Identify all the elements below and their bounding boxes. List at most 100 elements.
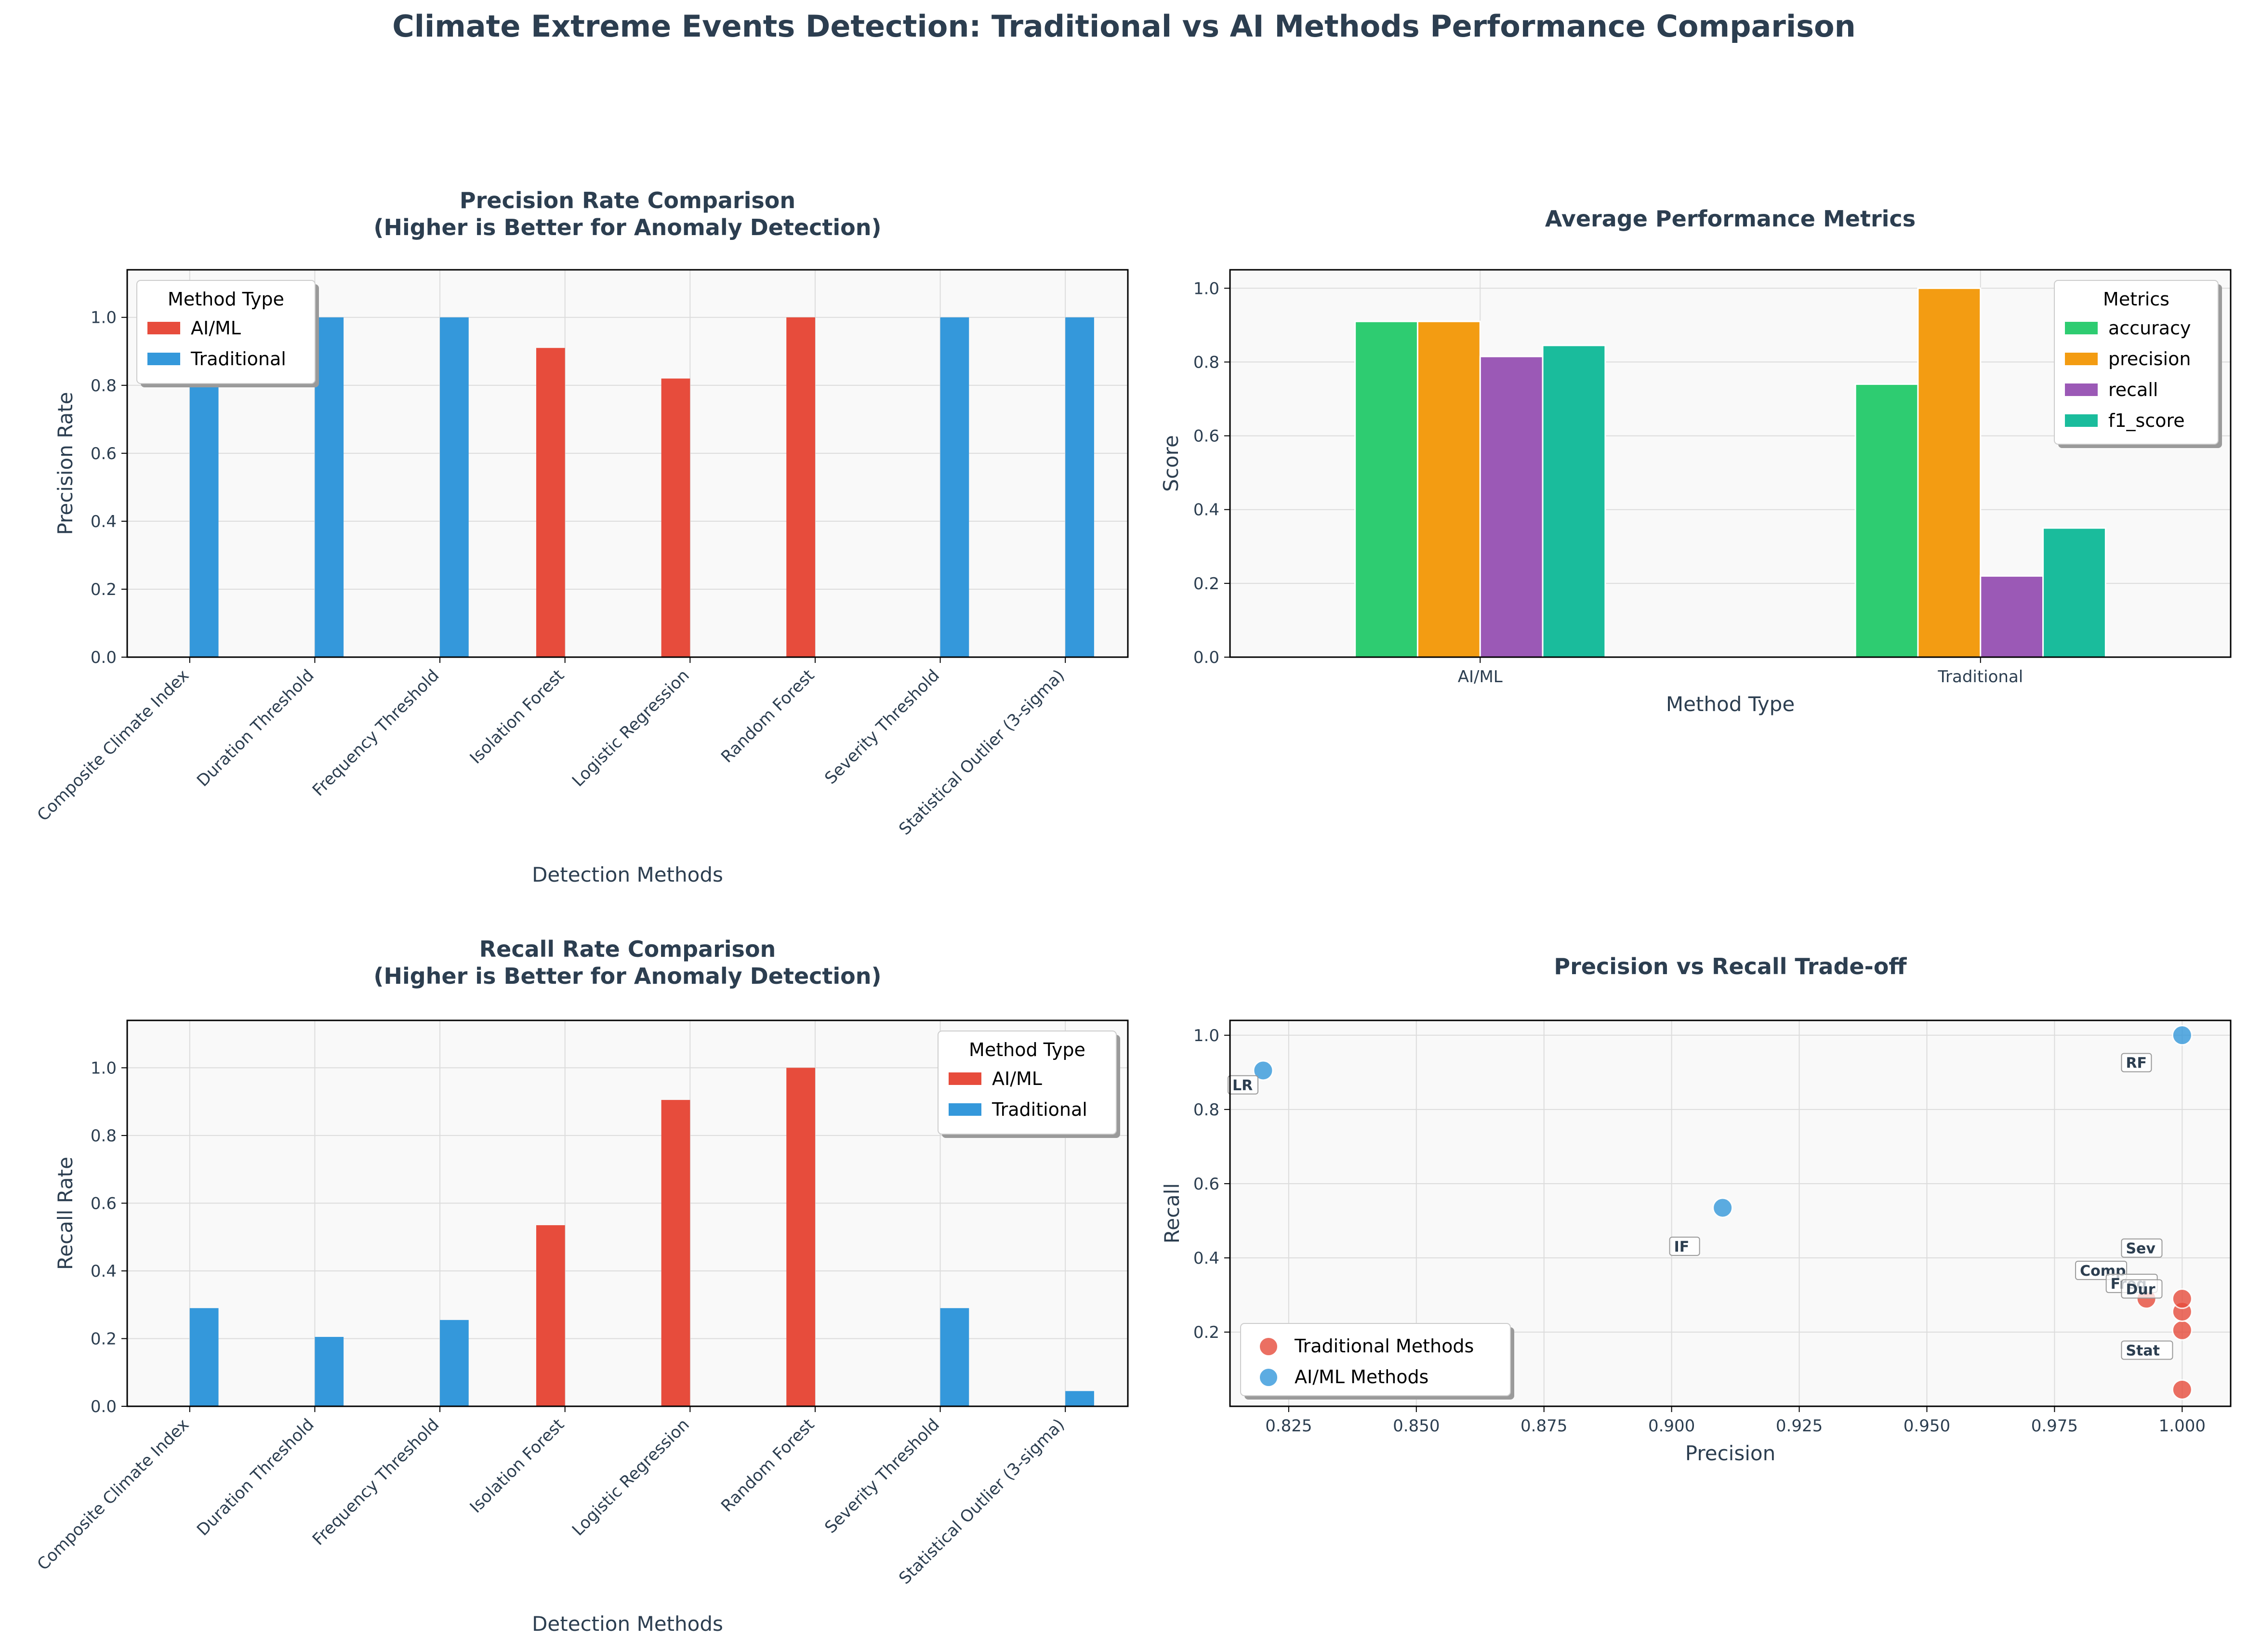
y-tick-label: 0.4 [1193, 501, 1219, 520]
legend-swatch-ai-ml [949, 1072, 981, 1085]
legend-label-traditional: Traditional [190, 348, 286, 370]
legend-label-traditional-methods: Traditional Methods [1294, 1335, 1474, 1357]
annotation-label: Dur [2126, 1281, 2155, 1298]
y-tick-label: 0.2 [91, 580, 117, 599]
annotation-box [1228, 1075, 1258, 1095]
annotation-sev: Sev [2121, 1238, 2163, 1258]
y-tick-label: 0.6 [91, 1194, 117, 1213]
x-tick-label: 0.900 [1648, 1416, 1695, 1436]
x-axis-label: Precision [1685, 1441, 1775, 1465]
bar-f1-score-ai-ml [1542, 344, 1606, 658]
annotation-label: LR [1232, 1077, 1253, 1094]
y-tick-label: 0.4 [91, 512, 117, 531]
scatter-point-traditional-methods [2171, 1288, 2193, 1309]
legend-title: Method Type [168, 289, 284, 310]
legend-box [136, 280, 316, 384]
scatter-point-ai-ml-methods [1712, 1197, 1733, 1218]
bar-traditional-duration-threshold [315, 1336, 344, 1406]
scatter-point-traditional-methods [2171, 1379, 2193, 1400]
y-tick-label: 0.8 [91, 376, 117, 396]
legend-swatch-traditional [949, 1103, 981, 1116]
annotation-box [2121, 1053, 2152, 1072]
y-tick-label: 0.6 [91, 444, 117, 463]
y-tick-label: 0.0 [91, 1397, 117, 1416]
scatter-point-ai-ml-methods [1253, 1060, 1274, 1081]
y-tick-label: 0.2 [91, 1329, 117, 1348]
bar-recall-ai-ml [1479, 356, 1544, 658]
legend-label-traditional: Traditional [992, 1099, 1087, 1120]
bar-ai-ml-isolation-forest [536, 1225, 565, 1406]
bar-traditional-duration-threshold [315, 317, 344, 657]
figure-title: Climate Extreme Events Detection: Tradit… [392, 9, 1856, 44]
legend-label-ai-ml: AI/ML [992, 1068, 1042, 1089]
annotation-rf: RF [2121, 1053, 2152, 1072]
y-tick-label: 1.0 [91, 1058, 117, 1078]
y-tick-label: 0.8 [91, 1126, 117, 1146]
x-tick-label: 0.950 [1904, 1416, 1950, 1436]
x-axis-label: Detection Methods [532, 1612, 723, 1636]
annotation-label: Stat [2126, 1342, 2160, 1359]
y-tick-label: 1.0 [91, 308, 117, 328]
scatter-point-traditional-methods [2171, 1320, 2193, 1341]
bar-recall-traditional [1980, 575, 2044, 658]
legend-label-ai-ml-methods: AI/ML Methods [1295, 1366, 1428, 1388]
annotation-lr: LR [1228, 1075, 1258, 1095]
precision-recall-scatter: Precision vs Recall Trade-off 0.825 0.850 0… [1160, 953, 2232, 1465]
plot-border [126, 1019, 1129, 1407]
x-tick-label: 0.875 [1521, 1416, 1567, 1436]
scatter-point-ai-ml-methods [2171, 1025, 2193, 1046]
recall-rate-chart: Recall Rate Comparison(Higher is Better … [34, 936, 1129, 1636]
legend-swatch-f1-score [2065, 414, 2098, 427]
legend-title: Metrics [2103, 289, 2169, 310]
bar-accuracy-ai-ml [1354, 320, 1418, 658]
legend-swatch-recall [2065, 383, 2098, 396]
bar-ai-ml-logistic-regression [661, 1100, 690, 1406]
bar-traditional-statistical-outlier-3-sigma [1065, 317, 1094, 657]
annotation-box [1669, 1236, 1700, 1256]
bar-accuracy-traditional [1854, 383, 1919, 658]
chart-title-line: Precision vs Recall Trade-off [1554, 953, 1907, 979]
annotation-label: IF [1674, 1239, 1690, 1256]
annotation-box [2121, 1279, 2163, 1299]
legend-marker-traditional-methods [1259, 1337, 1278, 1356]
legend-label-ai-ml: AI/ML [191, 317, 241, 339]
bar-ai-ml-random-forest [786, 317, 815, 657]
bar-traditional-frequency-threshold [440, 317, 469, 657]
x-axis-label: Method Type [1666, 692, 1795, 716]
annotation-label: RF [2126, 1055, 2147, 1072]
legend-label-accuracy: accuracy [2108, 317, 2191, 339]
x-tick-label: 1.000 [2159, 1416, 2206, 1436]
legend-swatch-accuracy [2065, 322, 2098, 334]
legend-swatch-precision [2065, 353, 2098, 365]
legend-marker-ai-ml-methods [1259, 1368, 1278, 1387]
legend-swatch-traditional [147, 353, 180, 365]
chart-title-line: (Higher is Better for Anomaly Detection) [373, 214, 881, 240]
y-tick-label: 1.0 [1193, 279, 1219, 298]
bar-precision-traditional [1917, 287, 1982, 658]
x-tick-label: AI/ML [1458, 667, 1503, 687]
x-tick-label: 0.850 [1393, 1416, 1440, 1436]
legend-label-precision: precision [2108, 348, 2191, 370]
y-tick-label: 0.8 [1193, 1100, 1219, 1120]
annotation-label: Sev [2126, 1241, 2155, 1257]
y-tick-label: 1.0 [1193, 1026, 1219, 1045]
legend-box [938, 1031, 1117, 1135]
bar-ai-ml-random-forest [786, 1068, 815, 1406]
y-axis-label: Precision Rate [53, 392, 77, 535]
plot-border [126, 269, 1129, 658]
y-axis-label: Recall Rate [53, 1157, 77, 1270]
y-tick-label: 0.2 [1193, 1323, 1219, 1342]
x-tick-label: 0.925 [1776, 1416, 1823, 1436]
annotation-stat: Stat [2121, 1340, 2173, 1360]
plot-border [1229, 1019, 2232, 1407]
bar-traditional-frequency-threshold [440, 1320, 469, 1406]
plot-border [1229, 269, 2232, 658]
bar-traditional-severity-threshold [940, 317, 969, 657]
bar-traditional-statistical-outlier-3-sigma [1065, 1391, 1094, 1406]
chart-title-line: Precision Rate Comparison [460, 187, 795, 213]
bar-ai-ml-logistic-regression [661, 378, 690, 657]
bar-traditional-severity-threshold [940, 1308, 969, 1406]
precision-rate-chart: Precision Rate Comparison(Higher is Bett… [34, 187, 1129, 886]
bar-f1-score-traditional [2042, 527, 2106, 658]
